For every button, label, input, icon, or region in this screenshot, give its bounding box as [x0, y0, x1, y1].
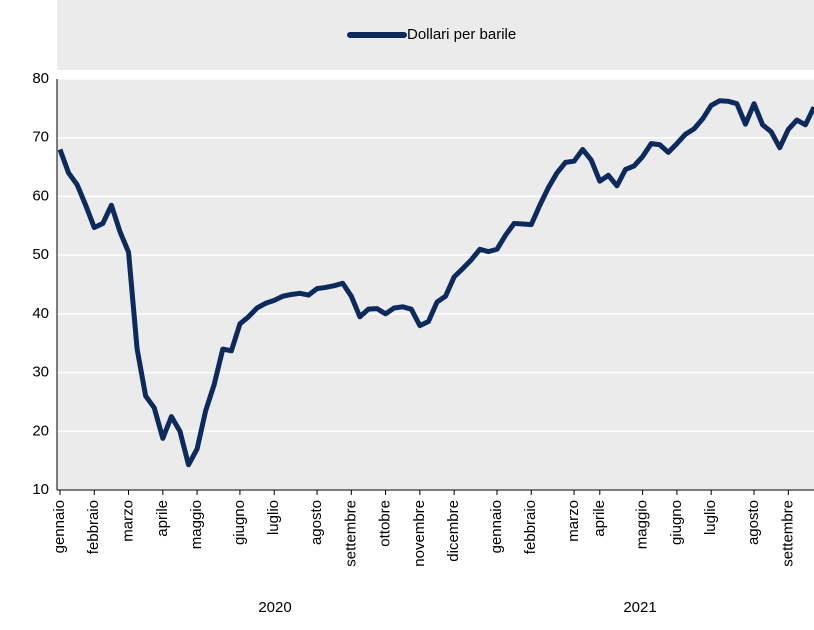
x-tick-label: dicembre	[445, 500, 462, 562]
x-tick-label: aprile	[591, 500, 608, 537]
x-tick-label: giugno	[231, 500, 248, 545]
x-tick-label: agosto	[745, 500, 762, 545]
y-tick-label: 50	[32, 246, 49, 263]
x-tick-label: maggio	[634, 500, 651, 549]
y-tick-label: 40	[32, 305, 49, 322]
year-label: 2020	[258, 599, 291, 616]
year-label: 2021	[623, 599, 656, 616]
line-series	[57, 98, 814, 468]
x-tick-label: marzo	[565, 500, 582, 542]
x-tick-label: maggio	[188, 500, 205, 549]
legend-box	[57, 0, 814, 70]
y-tick-label: 70	[32, 129, 49, 146]
legend-label: Dollari per barile	[407, 26, 516, 43]
x-tick-label: febbraio	[85, 500, 102, 554]
y-tick-label: 20	[32, 422, 49, 439]
x-tick-label: luglio	[702, 500, 719, 535]
plot-area	[57, 79, 814, 490]
x-tick-label: marzo	[120, 500, 137, 542]
x-tick-label: agosto	[308, 500, 325, 545]
y-tick-label: 30	[32, 364, 49, 381]
x-tick-label: gennaio	[51, 500, 68, 553]
x-tick-label: febbraio	[522, 500, 539, 554]
x-tick-label: settembre	[342, 500, 359, 567]
y-tick-label: 60	[32, 187, 49, 204]
x-tick-label: settembre	[779, 500, 796, 567]
x-tick-label: ottobre	[377, 500, 394, 547]
x-tick-label: gennaio	[488, 500, 505, 553]
x-tick-label: luglio	[265, 500, 282, 535]
x-tick-label: aprile	[154, 500, 171, 537]
x-tick-label: novembre	[411, 500, 428, 567]
y-tick-label: 80	[32, 70, 49, 87]
x-tick-label: giugno	[668, 500, 685, 545]
y-tick-label: 10	[32, 481, 49, 498]
